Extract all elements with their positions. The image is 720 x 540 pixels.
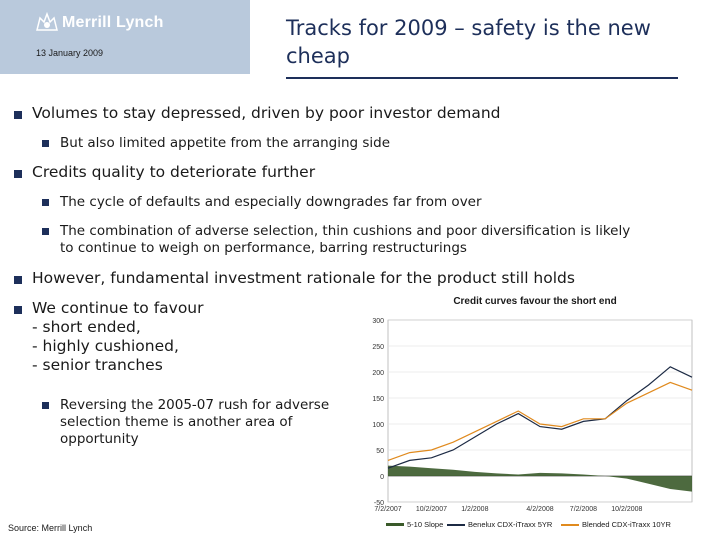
bull-logo-icon xyxy=(36,11,58,31)
y-tick-label: 250 xyxy=(372,344,384,351)
bullet-3: However, fundamental investment rational… xyxy=(32,269,575,287)
x-tick-label: 10/2/2007 xyxy=(416,506,447,513)
x-tick-label: 10/2/2008 xyxy=(611,506,642,513)
bullet-marker xyxy=(42,402,49,409)
credit-curves-chart: 300 250 200 150 100 50 0 -507/2/2007 10/2/2007 1/… xyxy=(372,318,693,513)
bullet-marker xyxy=(14,276,22,284)
title-rule xyxy=(286,77,678,79)
source-note: Source: Merrill Lynch xyxy=(8,523,93,533)
legend-swatch-itraxx xyxy=(447,524,465,526)
bullet-2-2: The combination of adverse selection, th… xyxy=(60,223,631,256)
bullet-marker xyxy=(14,170,22,178)
legend-swatch-slope xyxy=(386,523,404,526)
x-tick-label: 7/2/2007 xyxy=(374,506,401,513)
bullet-2: Credits quality to deteriorate further xyxy=(32,163,316,181)
series-line-blended-10yr xyxy=(387,381,693,461)
y-tick-label: 200 xyxy=(372,370,384,377)
bullet-marker xyxy=(42,228,49,235)
bullet-marker xyxy=(42,140,49,147)
bullet-1: Volumes to stay depressed, driven by poo… xyxy=(32,104,501,122)
bullet-4-1: Reversing the 2005-07 rush for adverse s… xyxy=(60,397,330,447)
x-tick-label: 1/2/2008 xyxy=(461,506,488,513)
y-tick-label: 300 xyxy=(372,318,384,325)
report-date: 13 January 2009 xyxy=(36,48,104,58)
y-tick-label: 50 xyxy=(376,448,384,455)
y-tick-label: 150 xyxy=(372,396,384,403)
x-tick-label: 4/2/2008 xyxy=(526,506,553,513)
bullet-4: We continue to favour - short ended, - h… xyxy=(32,299,204,374)
bullet-marker xyxy=(42,199,49,206)
y-tick-label: -50 xyxy=(374,500,384,507)
x-tick-label: 7/2/2008 xyxy=(570,506,597,513)
y-tick-label: 100 xyxy=(372,422,384,429)
bullet-1-1: But also limited appetite from the arran… xyxy=(60,135,391,151)
legend-itraxx: Benelux CDX-iTraxx 5YR xyxy=(468,520,553,529)
bullet-marker xyxy=(14,306,22,314)
chart-title: Credit curves favour the short end xyxy=(453,296,617,307)
series-line-itraxx-5yr xyxy=(387,366,693,469)
logo-text: Merrill Lynch xyxy=(62,14,164,31)
legend-swatch-blended xyxy=(561,524,579,526)
bullet-2-1: The cycle of defaults and especially dow… xyxy=(60,194,482,210)
legend-blended: Blended CDX-iTraxx 10YR xyxy=(582,520,671,529)
logo-panel: Merrill Lynch 13 January 2009 xyxy=(0,0,250,74)
legend-slope: 5-10 Slope xyxy=(407,520,444,529)
series-area-slope xyxy=(388,465,692,492)
slide-title: Tracks for 2009 – safety is the new chea… xyxy=(286,16,651,68)
y-tick-label: 0 xyxy=(380,474,384,481)
bullet-marker xyxy=(14,111,22,119)
